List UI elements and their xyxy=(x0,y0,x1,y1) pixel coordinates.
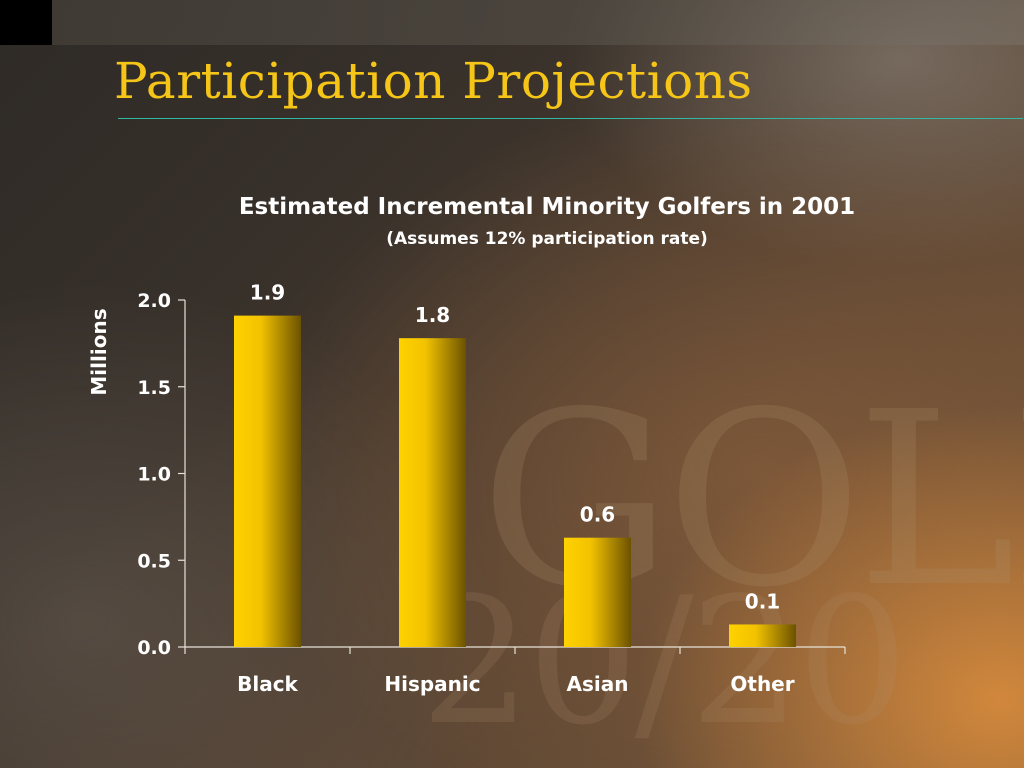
y-tick-label: 0.5 xyxy=(137,550,171,572)
chart-subtitle: (Assumes 12% participation rate) xyxy=(386,229,708,249)
category-label: Black xyxy=(237,672,298,696)
y-tick-label: 1.0 xyxy=(137,464,171,486)
category-label: Hispanic xyxy=(384,672,480,696)
data-label: 0.1 xyxy=(745,589,780,613)
title-underline xyxy=(118,118,1023,119)
category-label: Asian xyxy=(567,672,629,696)
category-label: Other xyxy=(730,672,794,696)
labels: 0.0 0.5 1.0 1.5 2.0 Millions 1.9 Black 1.8 Hispan… xyxy=(87,281,795,696)
y-tick-label: 0.0 xyxy=(137,637,171,659)
golf-2020-watermark: 20/20 xyxy=(420,561,908,764)
y-tick-label: 2.0 xyxy=(137,290,171,312)
data-label: 1.8 xyxy=(415,303,450,327)
header-stripe xyxy=(52,0,1024,45)
bar-other xyxy=(729,624,796,647)
y-tick-label: 1.5 xyxy=(137,377,171,399)
bar-hispanic xyxy=(399,338,466,647)
slide-title: Participation Projections xyxy=(114,52,753,110)
bar-black xyxy=(234,315,301,647)
data-label: 0.6 xyxy=(580,503,615,527)
data-label: 1.9 xyxy=(250,281,285,305)
bars xyxy=(234,315,796,647)
chart-title: Estimated Incremental Minority Golfers i… xyxy=(238,194,856,220)
y-axis-title: Millions xyxy=(87,308,111,395)
corner-block xyxy=(0,0,52,45)
bar-asian xyxy=(564,537,631,647)
